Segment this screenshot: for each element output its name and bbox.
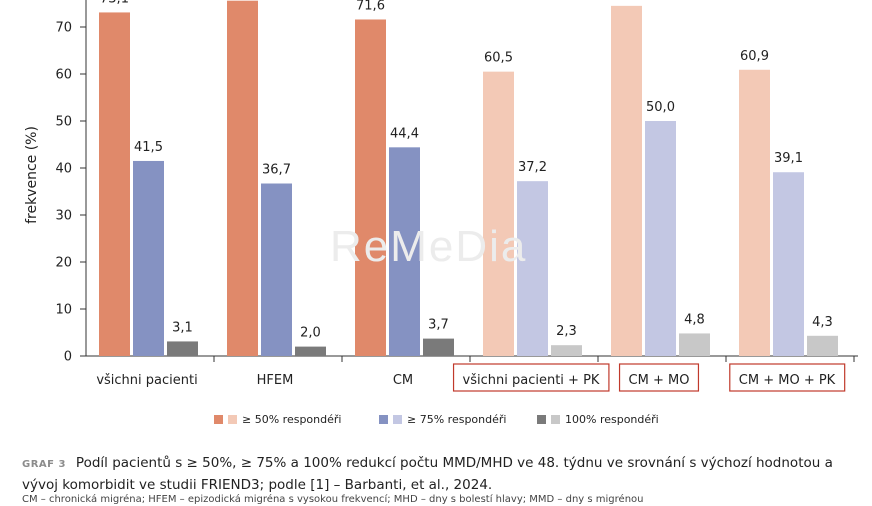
bar — [423, 338, 454, 356]
category-label: HFEM — [257, 373, 294, 388]
y-tick-label: 30 — [55, 209, 72, 224]
data-label: 60,9 — [740, 49, 769, 64]
data-label: 4,3 — [812, 315, 833, 330]
category-label: všichni pacienti — [96, 373, 197, 388]
caption-tag: GRAF 3 — [22, 459, 66, 470]
bar — [739, 69, 770, 357]
data-label: 3,7 — [428, 318, 449, 333]
watermark: ReMeDia — [330, 222, 528, 271]
legend-swatch-light — [551, 415, 560, 424]
bar — [551, 345, 582, 356]
legend-swatch-light — [228, 415, 237, 424]
category-labels: všichni pacienti HFEM CM všichni pacienti +… — [96, 363, 846, 392]
category-label: všichni pacienti + PK — [463, 373, 600, 388]
data-labels: 73,1 71,6 60,5 60,9 41,5 36,7 44,4 37,2 50,0 39,1… — [100, 0, 833, 341]
bar — [679, 333, 710, 356]
bar — [807, 335, 838, 356]
data-label: 44,4 — [390, 126, 419, 141]
footnote: CM – chronická migréna; HFEM – epizodick… — [22, 494, 644, 505]
data-label: 71,6 — [356, 0, 385, 13]
data-label: 60,5 — [484, 51, 513, 66]
legend-swatch-light — [393, 415, 402, 424]
data-label: 50,0 — [646, 100, 675, 115]
bars — [99, 0, 838, 357]
legend-label: ≥ 50% respondéři — [242, 413, 342, 426]
bar — [133, 160, 164, 356]
bar — [645, 121, 676, 356]
category-highlight-box — [618, 363, 700, 392]
category-label: CM — [393, 373, 413, 388]
bar — [773, 172, 804, 356]
bar — [517, 181, 548, 356]
axes: 0 10 20 30 40 50 60 70 — [55, 0, 858, 365]
legend: ≥ 50% respondéři ≥ 75% respondéři 100% r… — [0, 413, 872, 429]
caption-text: Podíl pacientů s ≥ 50%, ≥ 75% a 100% red… — [22, 455, 833, 493]
y-tick-label: 70 — [55, 21, 72, 36]
bar — [389, 147, 420, 356]
y-tick-label: 50 — [55, 115, 72, 130]
y-tick-label: 20 — [55, 256, 72, 271]
y-tick-label: 40 — [55, 162, 72, 177]
data-label: 73,1 — [100, 0, 129, 6]
data-label: 4,8 — [684, 312, 705, 327]
y-tick-label: 0 — [64, 350, 72, 365]
bar — [611, 5, 642, 356]
bar — [167, 341, 198, 356]
legend-item-50: ≥ 50% respondéři — [214, 413, 341, 426]
legend-swatch-dark — [379, 415, 388, 424]
bar — [99, 12, 130, 357]
data-label: 39,1 — [774, 151, 803, 166]
figure-caption: GRAF 3 Podíl pacientů s ≥ 50%, ≥ 75% a 10… — [22, 453, 862, 495]
legend-swatch-dark — [214, 415, 223, 424]
bar-chart: 0 10 20 30 40 50 60 70 73,1 71,6 60,5 60,9 41,5 36,7… — [24, 0, 858, 392]
y-tick-label: 10 — [55, 303, 72, 318]
legend-item-100: 100% respondéři — [537, 413, 659, 426]
legend-swatch-dark — [537, 415, 546, 424]
category-highlight-box — [729, 363, 846, 392]
bar — [295, 346, 326, 356]
category-label: CM + MO — [629, 373, 690, 388]
legend-item-75: ≥ 75% respondéři — [379, 413, 506, 426]
y-tick-label: 60 — [55, 68, 72, 83]
bar — [355, 19, 386, 356]
category-highlight-box — [452, 363, 610, 392]
legend-label: ≥ 75% respondéři — [407, 413, 507, 426]
data-label: 2,3 — [556, 324, 577, 339]
data-label: 3,1 — [172, 320, 193, 335]
data-label: 37,2 — [518, 160, 547, 175]
category-label: CM + MO + PK — [739, 373, 836, 388]
bar — [227, 0, 258, 357]
data-label: 41,5 — [134, 140, 163, 155]
data-label: 2,0 — [300, 326, 321, 341]
legend-label: 100% respondéři — [565, 413, 659, 426]
data-label: 36,7 — [262, 163, 291, 178]
y-axis-label: frekvence (%) — [24, 126, 40, 224]
bar — [261, 183, 292, 356]
bar — [483, 71, 514, 357]
